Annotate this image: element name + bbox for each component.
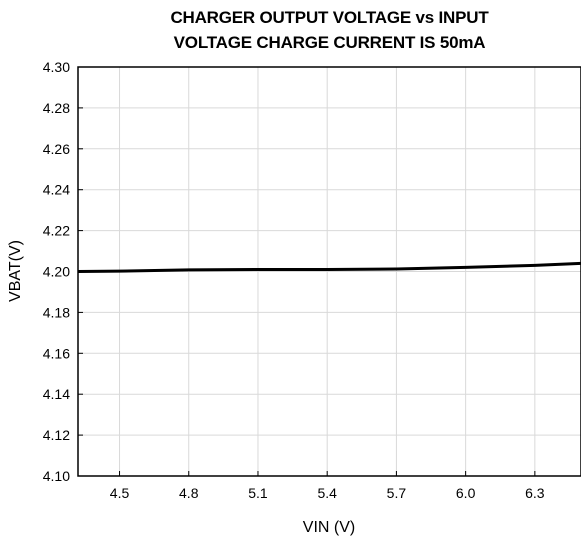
chart-title-line-2: VOLTAGE CHARGE CURRENT IS 50mA [173, 33, 486, 52]
x-axis-label: VIN (V) [303, 519, 355, 536]
x-tick-label: 6.0 [456, 485, 476, 501]
y-tick-label: 4.20 [43, 264, 70, 280]
y-tick-label: 4.24 [43, 182, 70, 198]
x-tick-label: 5.4 [317, 485, 337, 501]
y-tick-label: 4.16 [43, 345, 70, 361]
y-tick-label: 4.14 [43, 386, 70, 402]
x-tick-label: 5.7 [387, 485, 407, 501]
x-tick-label: 6.3 [525, 485, 545, 501]
chart-title-line-1: CHARGER OUTPUT VOLTAGE vs INPUT [170, 8, 489, 27]
x-tick-label: 4.8 [179, 485, 199, 501]
y-tick-label: 4.22 [43, 223, 70, 239]
y-tick-label: 4.12 [43, 427, 70, 443]
series-line-0 [77, 261, 581, 273]
series-layer [77, 261, 581, 273]
y-tick-label: 4.30 [43, 59, 70, 75]
y-axis-label: VBAT(V) [7, 240, 24, 302]
y-tick-label: 4.10 [43, 468, 70, 484]
y-tick-label: 4.18 [43, 304, 70, 320]
y-tick-label: 4.28 [43, 100, 70, 116]
y-tick-label: 4.26 [43, 141, 70, 157]
x-tick-label: 4.5 [110, 485, 130, 501]
x-tick-label: 5.1 [248, 485, 268, 501]
tick-layer: 4.10 4.12 4.14 4.16 4.18 4.20 4.22 4.24 4.26 4.28… [43, 59, 545, 501]
